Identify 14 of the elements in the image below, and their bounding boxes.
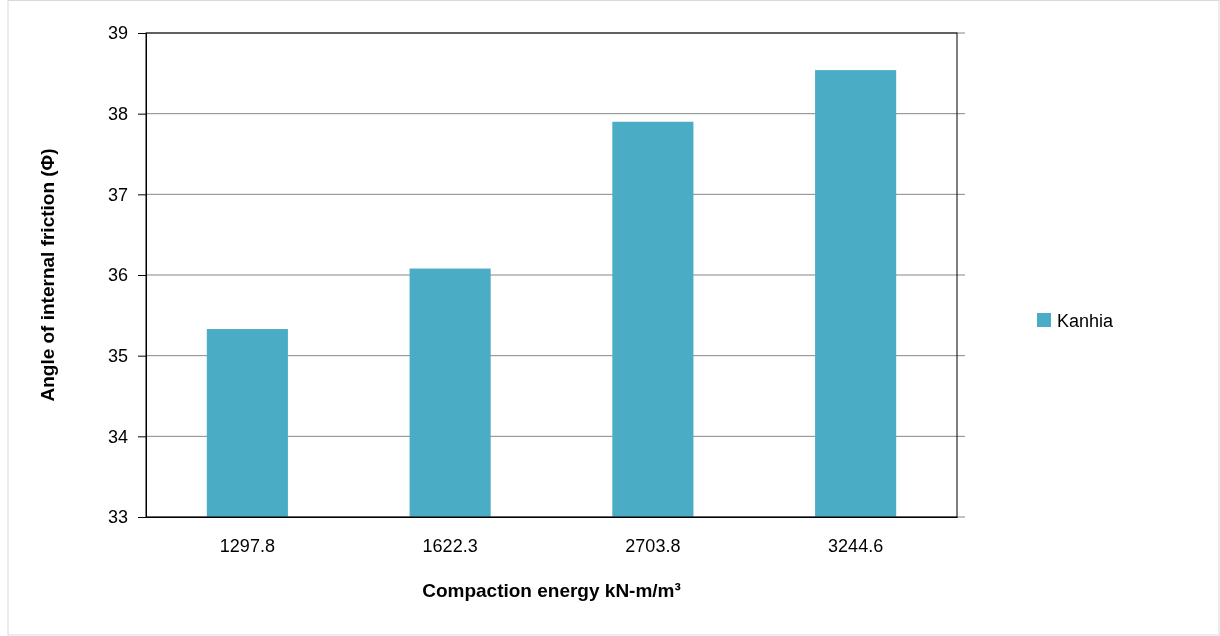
x-tick-label: 2703.8 (625, 535, 681, 556)
x-tick-label: 3244.6 (828, 535, 884, 556)
legend-label: Kanhia (1057, 311, 1115, 331)
y-tick-label: 39 (107, 23, 128, 44)
y-tick-label: 37 (107, 184, 128, 205)
y-tick-label: 34 (107, 426, 128, 447)
y-tick-label: 36 (107, 265, 128, 286)
x-tick-label: 1622.3 (422, 535, 478, 556)
y-tick-label: 38 (107, 103, 128, 124)
x-tick-label: 1297.8 (219, 535, 275, 556)
x-axis-title: Compaction energy kN-m/m³ (422, 580, 681, 601)
y-tick-label: 33 (107, 507, 128, 528)
y-tick-label: 35 (107, 345, 128, 366)
y-axis-title: Angle of internal friction (Φ) (37, 148, 58, 402)
